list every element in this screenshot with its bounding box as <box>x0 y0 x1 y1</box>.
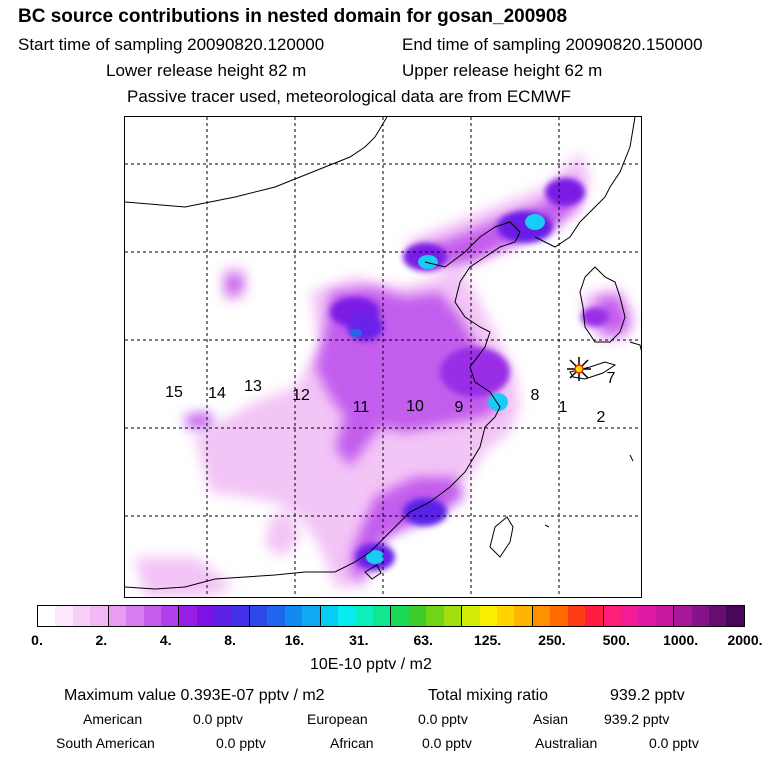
color-swatch <box>143 606 161 626</box>
color-swatch <box>585 606 604 626</box>
region-label-9: 9 <box>454 399 464 416</box>
total-mixing-ratio-value: 939.2 pptv <box>610 687 685 704</box>
color-swatch <box>674 606 692 626</box>
region-label-14: 14 <box>208 385 226 402</box>
color-swatch <box>338 606 356 626</box>
map-canvas <box>125 117 641 597</box>
asian-label: Asian <box>533 711 569 727</box>
color-swatch <box>250 606 268 626</box>
tracer-info-label: Passive tracer used, meteorological data… <box>127 87 572 106</box>
color-swatch <box>267 606 285 626</box>
color-scale-tick: 125. <box>473 632 502 648</box>
contribution-map: 1 2 7 8 9 10 11 12 13 14 15 <box>124 116 642 598</box>
color-swatch <box>514 606 533 626</box>
color-scale-tick: 4. <box>159 632 172 648</box>
color-swatch <box>603 606 621 626</box>
color-swatch <box>638 606 656 626</box>
color-swatch <box>320 606 339 626</box>
color-swatch <box>38 606 56 626</box>
color-swatch <box>196 606 215 626</box>
color-scale-tick: 63. <box>413 632 433 648</box>
lower-height-label: Lower release height 82 m <box>106 61 307 80</box>
start-time-label: Start time of sampling 20090820.120000 <box>18 35 325 54</box>
lat-lon-grid <box>125 117 641 597</box>
american-value: 0.0 pptv <box>193 711 243 727</box>
max-value-label: Maximum value 0.393E-07 pptv / m2 <box>64 687 325 704</box>
color-scale-tick: 16. <box>284 632 305 648</box>
color-swatch <box>90 606 109 626</box>
color-swatch <box>462 606 480 626</box>
color-scale-tick: 31. <box>349 632 369 648</box>
color-scale-bar <box>37 605 745 627</box>
region-label-10: 10 <box>406 398 424 415</box>
color-swatch <box>550 606 568 626</box>
color-swatch <box>620 606 639 626</box>
color-scale-tick: 2. <box>95 632 108 648</box>
region-label-11: 11 <box>352 399 370 416</box>
color-swatch <box>426 606 444 626</box>
color-swatch <box>214 606 232 626</box>
end-time-label: End time of sampling 20090820.150000 <box>402 35 703 54</box>
region-label-13: 13 <box>244 378 262 395</box>
australian-value: 0.0 pptv <box>649 735 699 751</box>
color-scale-tick: 2000. <box>727 632 763 648</box>
coastlines <box>125 117 641 590</box>
color-swatch <box>691 606 710 626</box>
color-scale-tick: 500. <box>602 632 630 648</box>
total-mixing-ratio-label: Total mixing ratio <box>428 687 549 704</box>
region-label-1: 1 <box>558 399 568 416</box>
region-label-12: 12 <box>292 387 310 404</box>
color-swatch <box>126 606 144 626</box>
color-swatch <box>567 606 586 626</box>
color-scale-tick: 250. <box>538 632 566 648</box>
european-value: 0.0 pptv <box>418 711 468 727</box>
plume-hotspots <box>350 214 545 564</box>
color-swatch <box>231 606 251 626</box>
color-scale-tick: 1000. <box>663 632 699 648</box>
color-swatch <box>373 606 392 626</box>
color-swatch <box>391 606 409 626</box>
american-label: American <box>83 711 143 727</box>
color-swatch <box>55 606 73 626</box>
color-swatch <box>443 606 463 626</box>
south-american-label: South American <box>56 735 155 751</box>
region-label-2: 2 <box>596 409 606 426</box>
figure-title: BC source contributions in nested domain… <box>18 6 568 27</box>
receptor-star-icon <box>567 357 591 381</box>
color-swatch <box>302 606 321 626</box>
upper-height-label: Upper release height 62 m <box>402 61 603 80</box>
color-swatch <box>709 606 727 626</box>
color-swatch <box>72 606 91 626</box>
african-label: African <box>330 735 374 751</box>
south-american-value: 0.0 pptv <box>216 735 266 751</box>
australian-label: Australian <box>535 735 598 751</box>
color-swatch <box>408 606 427 626</box>
european-label: European <box>307 711 368 727</box>
color-swatch <box>160 606 180 626</box>
region-label-15: 15 <box>165 384 183 401</box>
region-label-8: 8 <box>530 387 540 404</box>
region-label-7: 7 <box>606 370 616 387</box>
plume-high <box>330 178 609 571</box>
color-swatch <box>496 606 515 626</box>
color-swatch <box>108 606 127 626</box>
color-scale-tick: 8. <box>224 632 236 648</box>
color-swatch <box>726 606 744 626</box>
color-swatch <box>479 606 497 626</box>
color-scale-unit: 10E-10 pptv / m2 <box>310 656 432 673</box>
color-swatch <box>355 606 374 626</box>
color-scale-tick: 0. <box>31 632 43 648</box>
asian-value: 939.2 pptv <box>604 711 670 727</box>
color-swatch <box>532 606 551 626</box>
african-value: 0.0 pptv <box>422 735 472 751</box>
color-swatch <box>179 606 197 626</box>
color-swatch <box>655 606 675 626</box>
color-swatch <box>284 606 303 626</box>
